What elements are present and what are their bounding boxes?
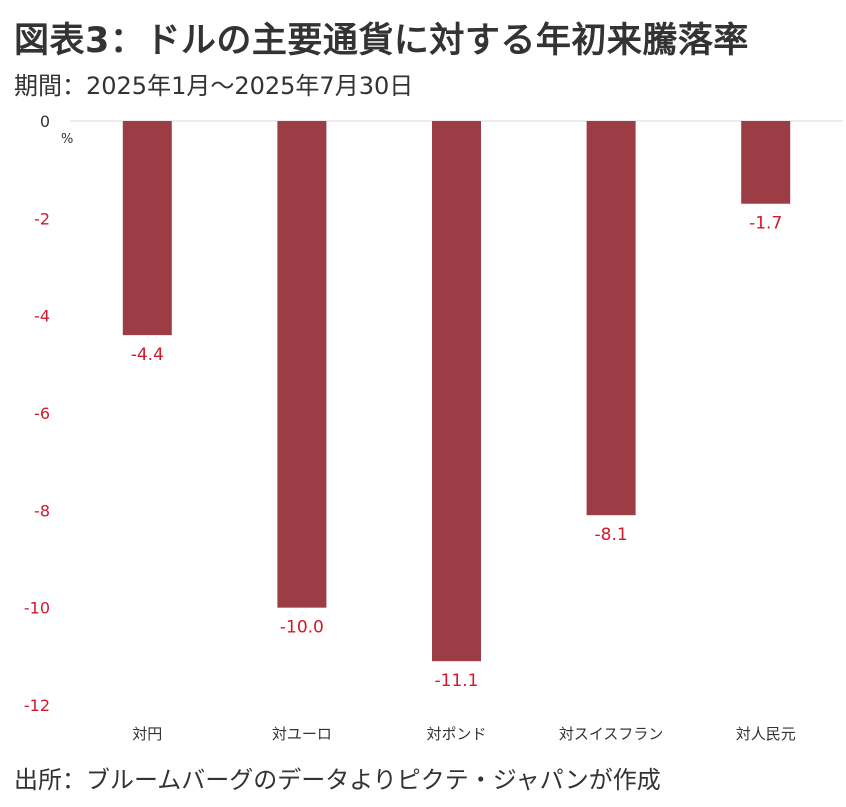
chart-subtitle: 期間：2025年1月～2025年7月30日 [14, 72, 414, 100]
chart-title: 図表3：ドルの主要通貨に対する年初来騰落率 [14, 21, 749, 61]
y-tick-label: -12 [24, 696, 50, 715]
x-category-label: 対円 [132, 725, 162, 743]
y-unit-label: % [61, 132, 73, 147]
bar [586, 121, 636, 516]
y-tick-label: -6 [34, 404, 50, 423]
source-note: 出所：ブルームバーグのデータよりピクテ・ジャパンが作成 [14, 766, 661, 794]
y-tick-label: -4 [34, 307, 50, 326]
x-category-label: 対人民元 [736, 725, 796, 743]
x-category-label: 対ポンド [426, 725, 486, 743]
data-label: -8.1 [595, 525, 628, 545]
bar [277, 121, 327, 608]
x-category-label: 対スイスフラン [559, 725, 664, 743]
data-label: -1.7 [749, 214, 782, 234]
bar [122, 121, 172, 336]
y-tick-label: -10 [24, 599, 50, 618]
bar [741, 121, 791, 204]
data-label: -4.4 [131, 345, 164, 365]
data-label: -11.1 [435, 671, 479, 691]
y-tick-label: -2 [34, 209, 50, 228]
x-category-label: 対ユーロ [272, 725, 332, 743]
data-label: -10.0 [280, 618, 324, 638]
bar [432, 121, 481, 662]
y-tick-label: -8 [34, 501, 50, 520]
y-tick-label: 0 [40, 112, 50, 131]
